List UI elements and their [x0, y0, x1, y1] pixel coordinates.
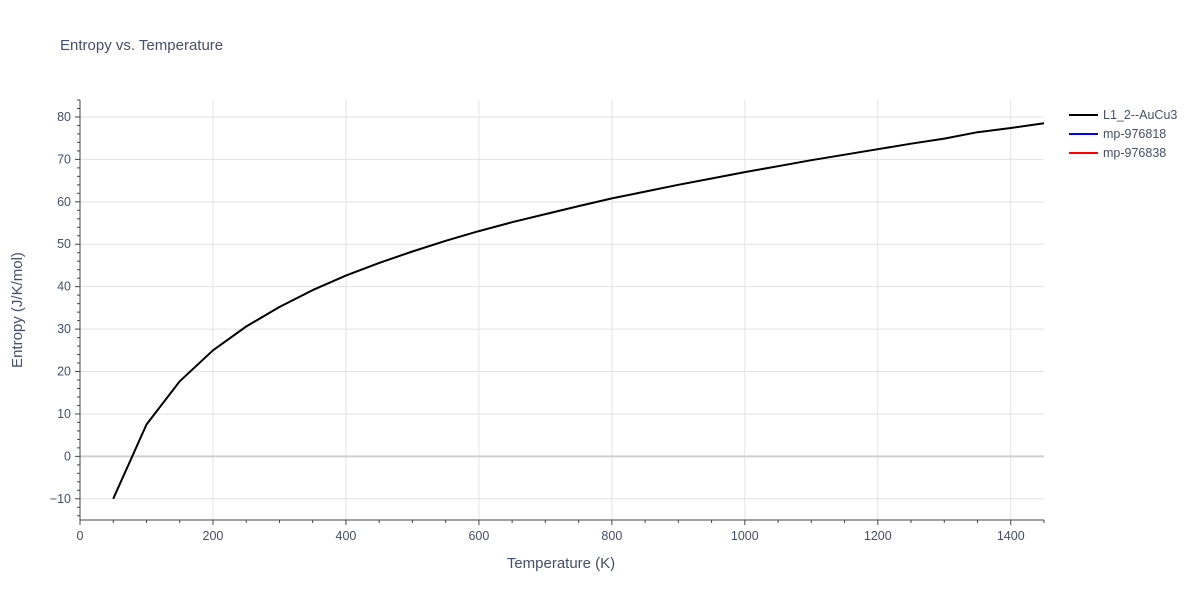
- x-tick-label: 1000: [731, 529, 759, 543]
- plot-area: [112, 122, 1045, 500]
- y-tick-label: 40: [57, 280, 71, 294]
- x-tick-label: 600: [468, 529, 489, 543]
- legend-label: mp-976818: [1103, 127, 1166, 141]
- y-tick-label: 20: [57, 365, 71, 379]
- y-tick-label: 10: [57, 407, 71, 421]
- chart-title: Entropy vs. Temperature: [60, 37, 223, 54]
- x-tick-label: 1400: [997, 529, 1025, 543]
- x-tick-label: 800: [601, 529, 622, 543]
- y-tick-label: 80: [57, 110, 71, 124]
- x-tick-label: 400: [336, 529, 357, 543]
- series-line: [112, 122, 1045, 500]
- legend-item[interactable]: L1_2--AuCu3: [1069, 108, 1177, 122]
- x-tick-label: 1200: [864, 529, 892, 543]
- legend-item[interactable]: mp-976838: [1069, 146, 1166, 160]
- axes: [79, 100, 1044, 521]
- y-axis-ticks: −10 0 10 20 30 40 50 60 70 80: [50, 99, 80, 517]
- x-axis-label: Temperature (K): [507, 555, 615, 572]
- y-tick-label: 60: [57, 195, 71, 209]
- legend[interactable]: L1_2--AuCu3 mp-976818 mp-976838: [1069, 108, 1177, 160]
- legend-label: L1_2--AuCu3: [1103, 108, 1177, 122]
- legend-item[interactable]: mp-976818: [1069, 127, 1166, 141]
- y-tick-label: −10: [50, 492, 71, 506]
- x-tick-label: 200: [203, 529, 224, 543]
- y-tick-label: 70: [57, 152, 71, 166]
- y-tick-label: 0: [64, 449, 71, 463]
- y-tick-label: 50: [57, 237, 71, 251]
- y-tick-label: 30: [57, 322, 71, 336]
- x-tick-label: 0: [77, 529, 84, 543]
- y-axis-label: Entropy (J/K/mol): [9, 252, 26, 368]
- grid-lines: [80, 100, 1044, 520]
- legend-label: mp-976838: [1103, 146, 1166, 160]
- x-axis-ticks: 0 200 400 600 800 1000 1200 1400: [77, 520, 1045, 543]
